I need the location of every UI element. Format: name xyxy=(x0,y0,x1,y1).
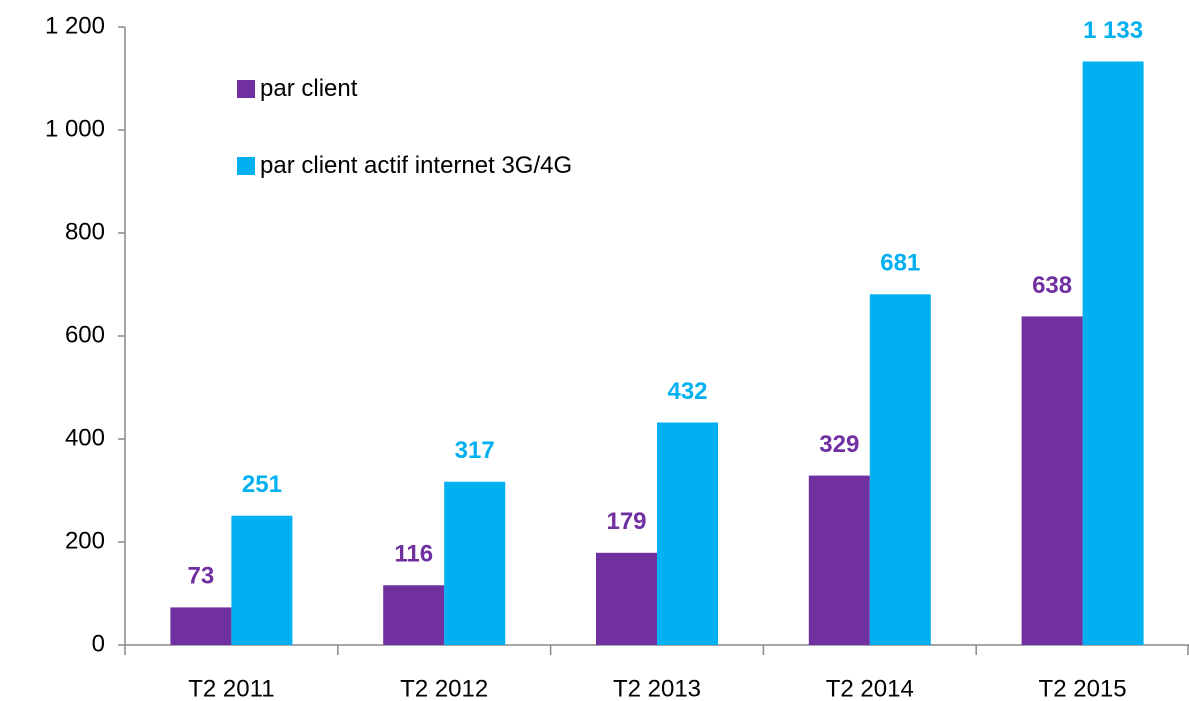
x-tick-label: T2 2012 xyxy=(400,675,488,701)
data-label: 251 xyxy=(242,471,282,498)
data-label: 432 xyxy=(667,378,707,405)
bar xyxy=(1082,61,1144,645)
bar xyxy=(383,585,445,645)
bar xyxy=(596,552,657,645)
bar xyxy=(657,422,718,645)
y-tick-label: 600 xyxy=(65,321,105,348)
data-label: 179 xyxy=(606,508,646,535)
legend-item: par client actif internet 3G/4G xyxy=(260,152,573,179)
bar xyxy=(170,607,232,645)
x-tick-label: T2 2011 xyxy=(188,675,274,701)
bar xyxy=(1021,316,1083,645)
legend-label: par client xyxy=(260,75,358,102)
data-label: 329 xyxy=(819,431,859,458)
legend-swatch xyxy=(237,80,255,98)
y-tick-label: 200 xyxy=(65,527,105,554)
x-tick-label: T2 2015 xyxy=(1039,675,1127,701)
bar xyxy=(808,475,870,645)
bar xyxy=(869,294,931,645)
legend-label: par client actif internet 3G/4G xyxy=(260,152,573,179)
x-tick-label: T2 2014 xyxy=(826,675,914,701)
bar xyxy=(231,515,293,645)
data-label: 116 xyxy=(394,541,433,568)
legend-item: par client xyxy=(260,75,358,102)
data-label: 73 xyxy=(188,563,215,590)
data-label: 1 133 xyxy=(1083,17,1143,44)
x-tick-label: T2 2013 xyxy=(613,675,701,701)
legend-swatch xyxy=(237,157,255,175)
y-tick-label: 400 xyxy=(65,424,105,451)
data-label: 317 xyxy=(455,437,495,464)
data-label: 638 xyxy=(1032,272,1072,299)
y-tick-label: 800 xyxy=(65,218,105,245)
y-tick-label: 1 000 xyxy=(45,115,105,142)
data-label: 681 xyxy=(880,250,920,277)
y-tick-label: 1 200 xyxy=(45,12,105,39)
y-tick-label: 0 xyxy=(92,630,105,657)
bar xyxy=(444,481,506,645)
